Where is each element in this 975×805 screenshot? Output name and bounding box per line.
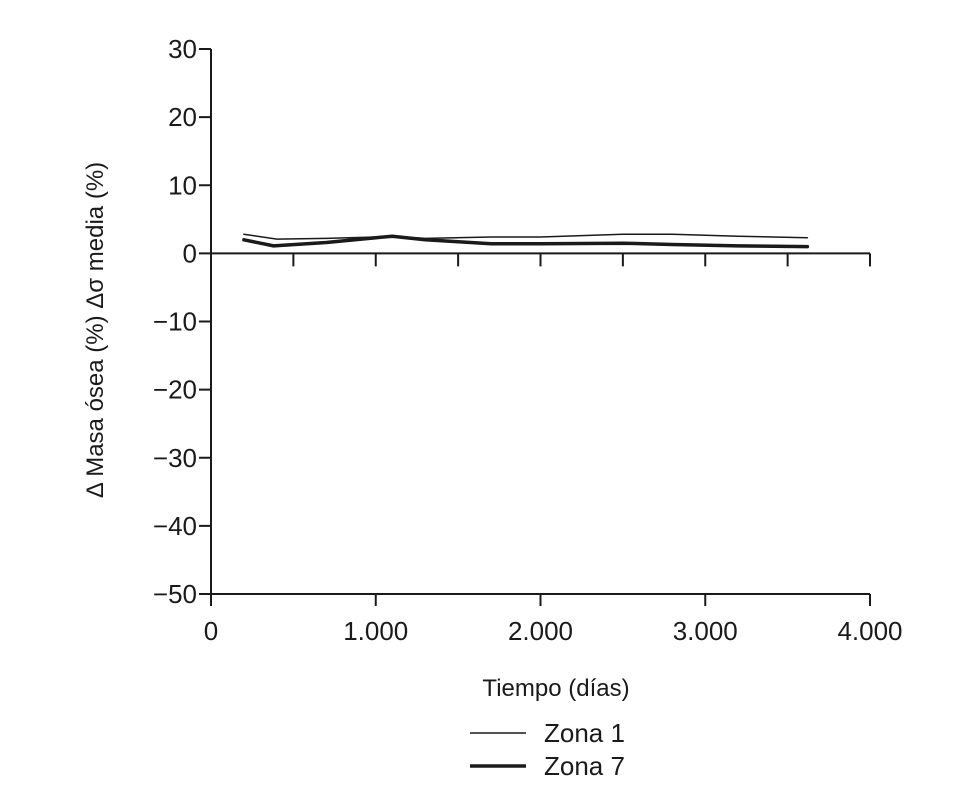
x-tick-label: 0 <box>204 616 218 646</box>
y-axis-label: Δ Masa ósea (%) Δσ media (%) <box>82 162 109 498</box>
y-axis: 30 20 10 0 −10 −20 −30 −40 −50 <box>153 34 212 609</box>
legend-label-zona-7: Zona 7 <box>544 751 625 781</box>
y-tick-label: −50 <box>153 579 197 609</box>
series-lines <box>242 233 810 249</box>
y-tick-label: 10 <box>168 170 197 200</box>
x-tick-label: 2.000 <box>508 616 573 646</box>
y-tick-label: −30 <box>153 443 197 473</box>
series-line-zona-1 <box>243 233 809 240</box>
y-tick-label: 30 <box>168 34 197 64</box>
x-tick-label: 3.000 <box>673 616 738 646</box>
y-tick-label: 0 <box>183 238 197 268</box>
x-tick-label: 1.000 <box>343 616 408 646</box>
x-axis: 0 1.000 2.000 3.000 4.000 <box>204 252 903 646</box>
x-tick-label: 4.000 <box>837 616 902 646</box>
y-tick-label: 20 <box>168 102 197 132</box>
y-tick-label: −40 <box>153 511 197 541</box>
series-line-zona-7 <box>242 234 810 249</box>
legend-label-zona-1: Zona 1 <box>544 718 625 748</box>
y-tick-label: −10 <box>153 307 197 337</box>
x-axis-label: Tiempo (días) <box>482 675 629 702</box>
y-tick-label: −20 <box>153 375 197 405</box>
